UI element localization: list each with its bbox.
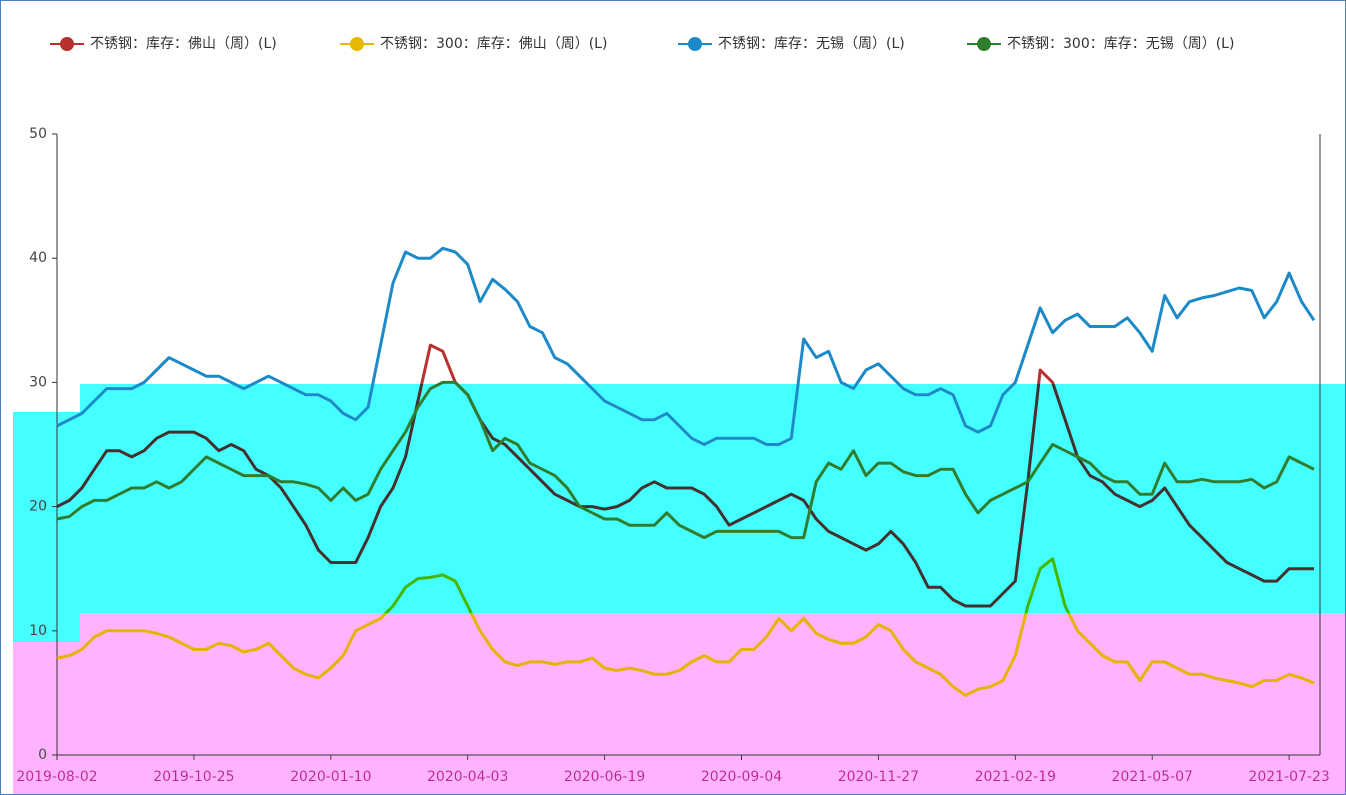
y-tick-label: 30 xyxy=(29,374,47,390)
overlay-magenta xyxy=(13,613,1346,795)
legend-label: 不锈钢：库存：佛山（周）(L) xyxy=(90,36,277,52)
legend-dot xyxy=(688,37,702,51)
legend-dot xyxy=(60,37,74,51)
legend-label: 不锈钢：300：库存：佛山（周）(L) xyxy=(380,36,607,52)
legend-label: 不锈钢：库存：无锡（周）(L) xyxy=(718,36,905,52)
legend-dot xyxy=(977,37,991,51)
legend-dot xyxy=(350,37,364,51)
y-tick-label: 40 xyxy=(29,250,47,266)
overlay-cyan xyxy=(13,384,1346,642)
legend-label: 不锈钢：300：库存：无锡（周）(L) xyxy=(1007,36,1234,52)
y-tick-label: 50 xyxy=(29,126,47,142)
legend: 不锈钢：库存：佛山（周）(L) 不锈钢：300：库存：佛山（周）(L) 不锈钢：库存… xyxy=(50,36,1234,52)
